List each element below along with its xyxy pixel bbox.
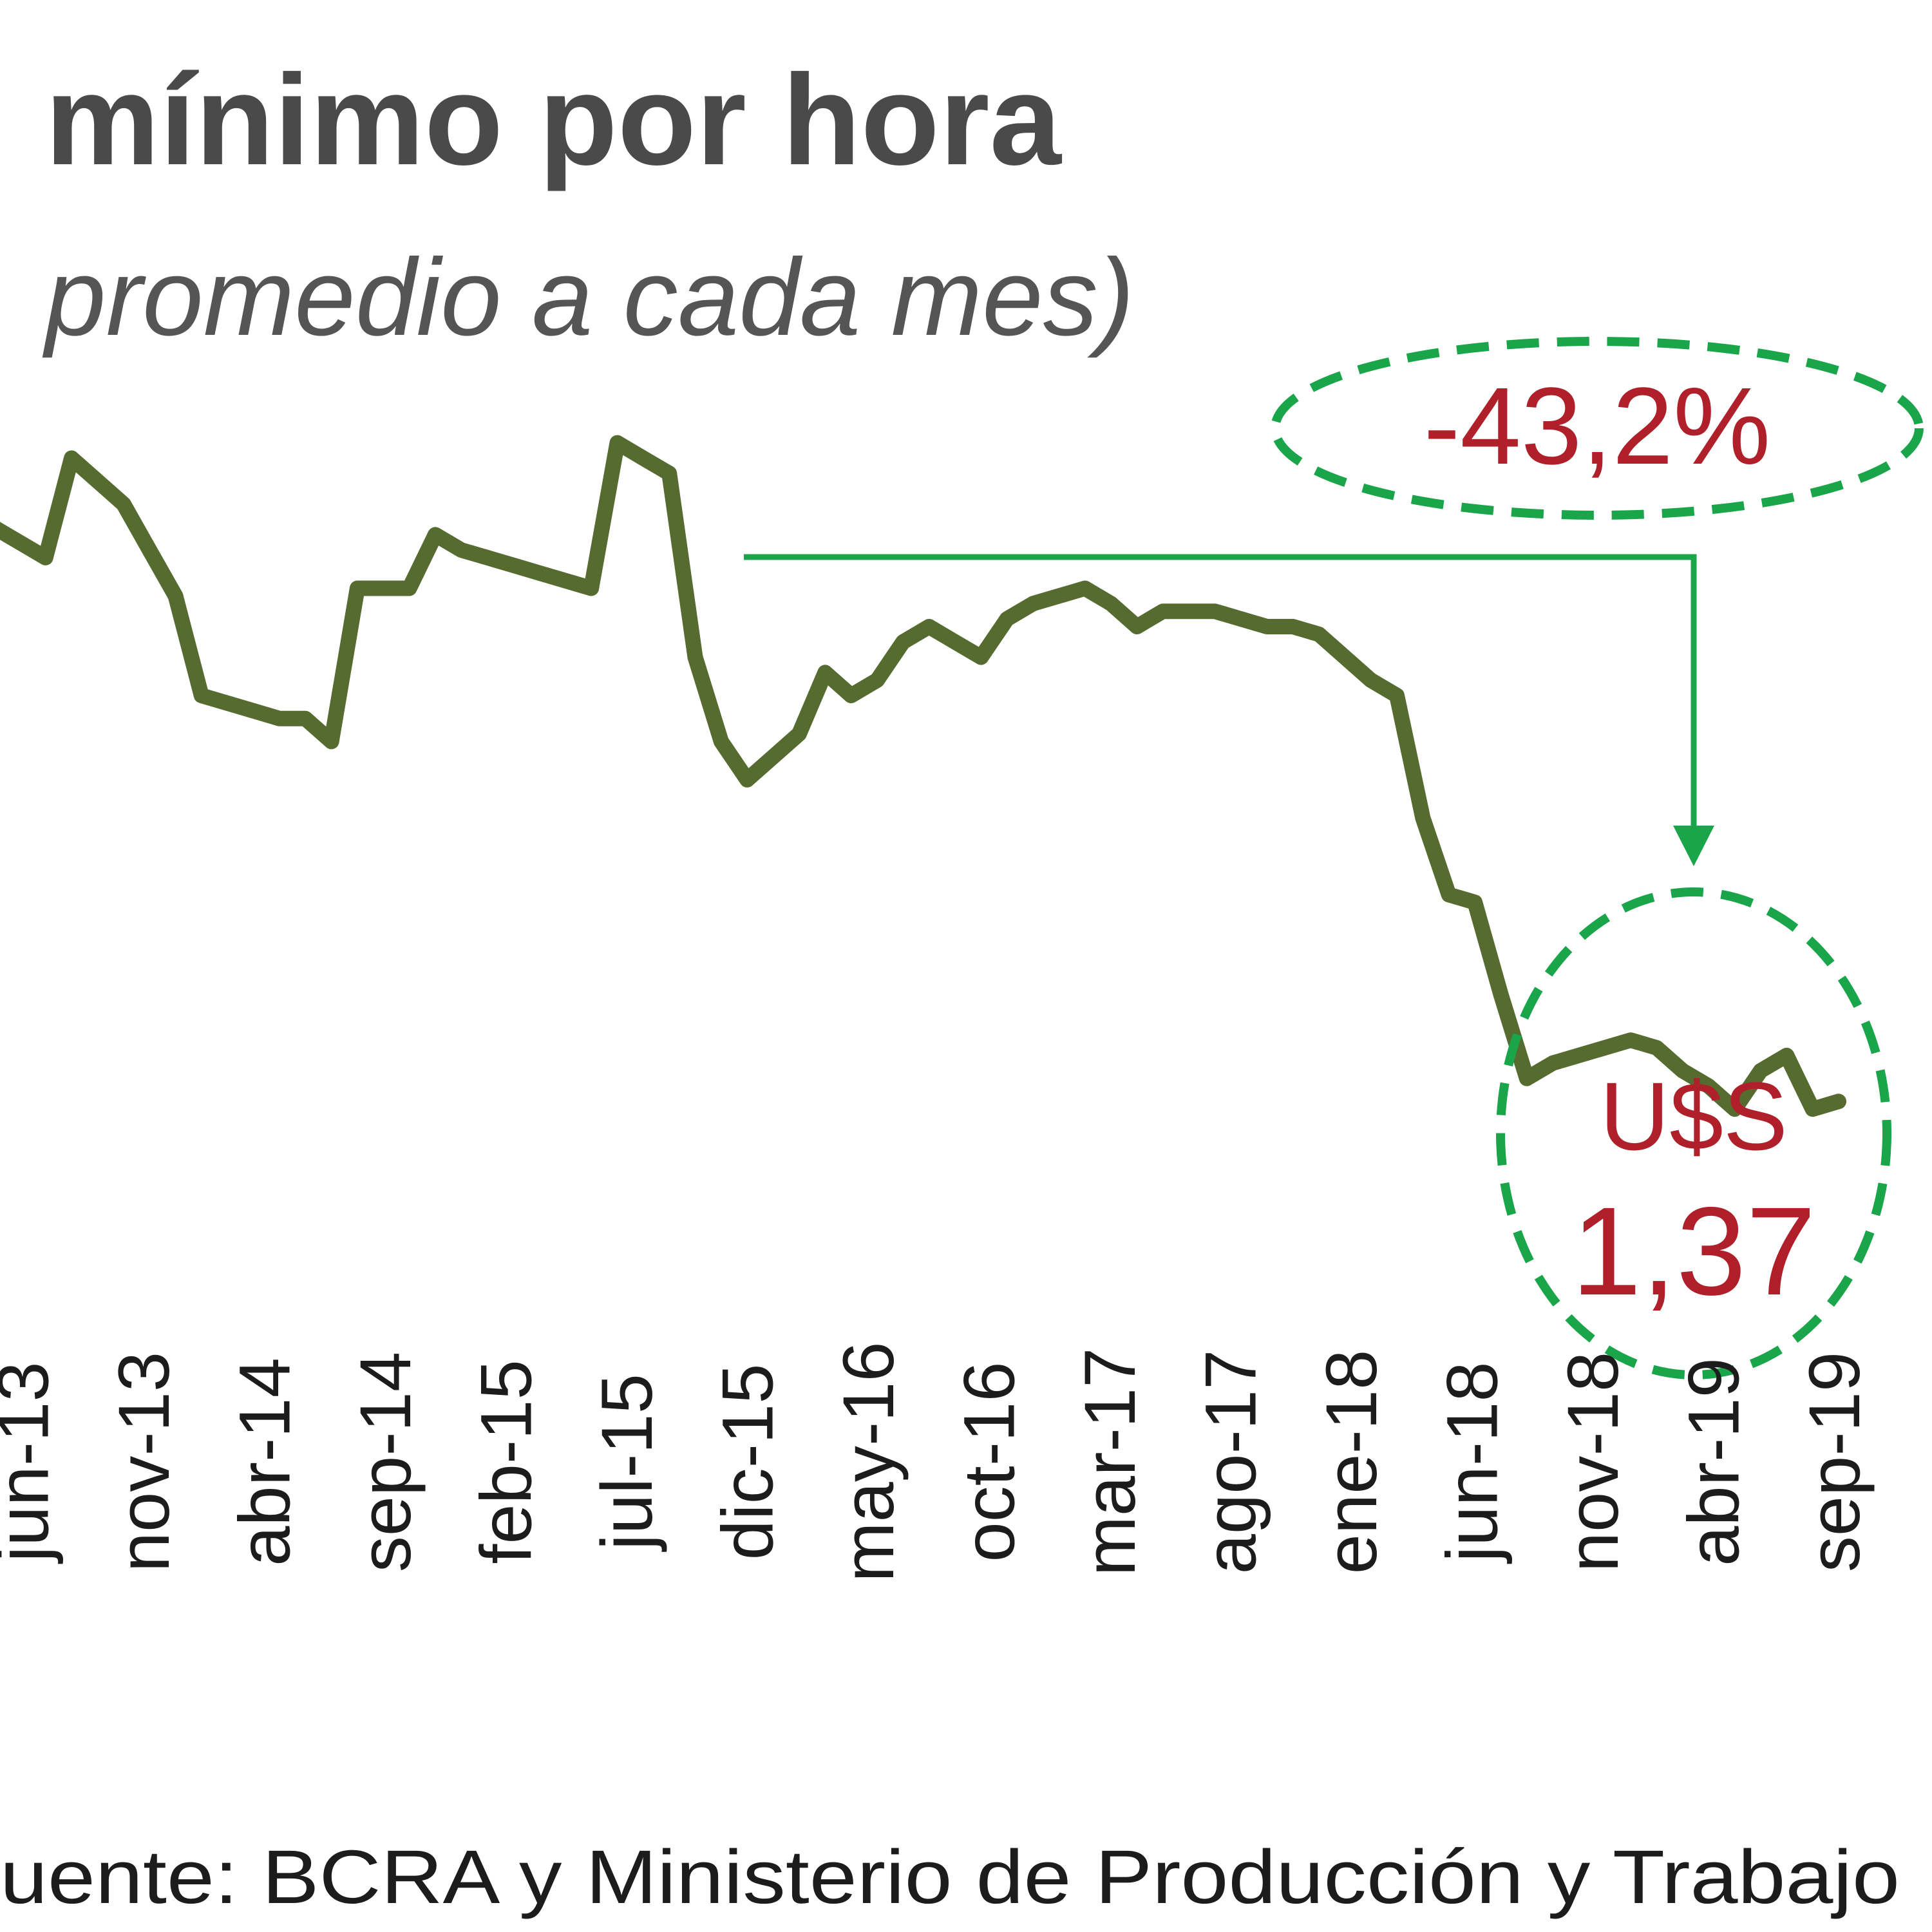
x-tick-label: abr-19 <box>1674 1358 1754 1566</box>
line-layer <box>0 435 1846 1117</box>
x-tick-label: nov-18 <box>1553 1352 1633 1572</box>
x-tick-label: oct-16 <box>949 1361 1030 1562</box>
x-tick-label: feb-15 <box>466 1359 547 1564</box>
last-value-annotation: U$S 1,37 <box>1496 887 1891 1379</box>
x-axis-tick-labels: jun-13 nov-13 abr-14 sep-14 feb-15 jul-15 dic-… <box>0 1341 1875 1582</box>
x-tick-label: jul-15 <box>587 1374 667 1552</box>
source-note: uente: BCRA y Ministerio de Producción y… <box>0 1835 1900 1920</box>
x-tick-label: ago-17 <box>1191 1350 1271 1575</box>
change-label: -43,2% <box>1424 365 1771 488</box>
x-tick-label: mar-17 <box>1070 1348 1150 1577</box>
x-tick-label: sep-14 <box>345 1352 426 1572</box>
change-arrowhead <box>1673 826 1714 866</box>
x-tick-label: nov-13 <box>104 1352 184 1572</box>
x-tick-label: jun-13 <box>0 1361 64 1564</box>
x-tick-label: abr-14 <box>225 1358 305 1566</box>
chart-subtitle: promedio a cada mes) <box>42 236 1134 359</box>
last-value-currency: U$S <box>1600 1062 1788 1170</box>
x-tick-label: sep-19 <box>1794 1352 1875 1572</box>
x-tick-label: ene-18 <box>1311 1350 1392 1575</box>
change-oval <box>1271 337 1924 520</box>
change-annotation: -43,2% <box>744 337 1924 866</box>
x-tick-label: may-16 <box>828 1341 909 1582</box>
last-value-circle <box>1496 887 1891 1379</box>
x-tick-label: dic-15 <box>708 1363 788 1560</box>
x-tick-label: jun-18 <box>1432 1361 1513 1564</box>
series-line <box>0 435 1846 1117</box>
last-value-number: 1,37 <box>1571 1181 1816 1321</box>
change-arrow <box>744 554 1697 831</box>
chart-title: mínimo por hora <box>45 48 1063 192</box>
